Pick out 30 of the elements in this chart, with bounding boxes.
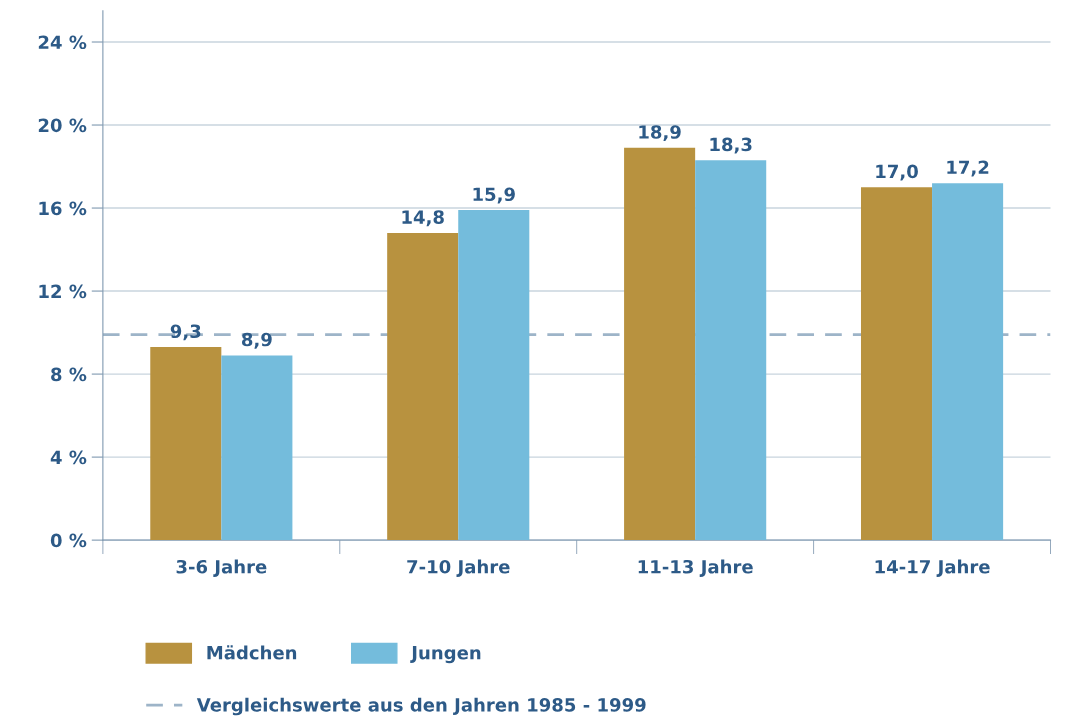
y-tick-label: 16 % <box>39 201 87 216</box>
data-label: 14,8 <box>402 210 444 227</box>
bar <box>860 187 933 541</box>
bar <box>695 160 767 541</box>
data-label: 18,3 <box>710 137 752 154</box>
y-tick-label: 20 % <box>38 118 87 133</box>
legend-label: Jungen <box>410 646 481 664</box>
x-tick-label: 3-6 Jahre <box>176 559 267 577</box>
bar <box>387 232 459 541</box>
data-label: 18,9 <box>639 125 681 142</box>
legend-label: Mädchen <box>207 645 297 660</box>
x-tick-label: 11-13 Jahre <box>638 559 753 577</box>
data-label: 9,3 <box>170 324 201 341</box>
bar <box>150 347 222 541</box>
data-label: 8,9 <box>241 332 272 349</box>
y-tick-label: 4 % <box>50 450 87 465</box>
data-label: 15,9 <box>473 187 515 204</box>
x-tick-label: 14-17 Jahre <box>875 559 990 577</box>
bar <box>458 210 530 541</box>
bar <box>624 147 696 541</box>
data-label: 17,0 <box>876 164 918 181</box>
y-tick-label: 24 % <box>38 35 87 50</box>
data-label: 17,2 <box>947 160 989 177</box>
y-tick-label: 12 % <box>39 284 87 299</box>
x-tick-label: 7-10 Jahre <box>407 559 510 577</box>
bar <box>932 183 1004 541</box>
y-tick-label: 8 % <box>51 367 87 382</box>
bar <box>221 355 293 541</box>
y-tick-label: 0 % <box>50 533 87 548</box>
legend-label: Vergleichswerte aus den Jahren 1985 - 1999 <box>196 697 646 716</box>
